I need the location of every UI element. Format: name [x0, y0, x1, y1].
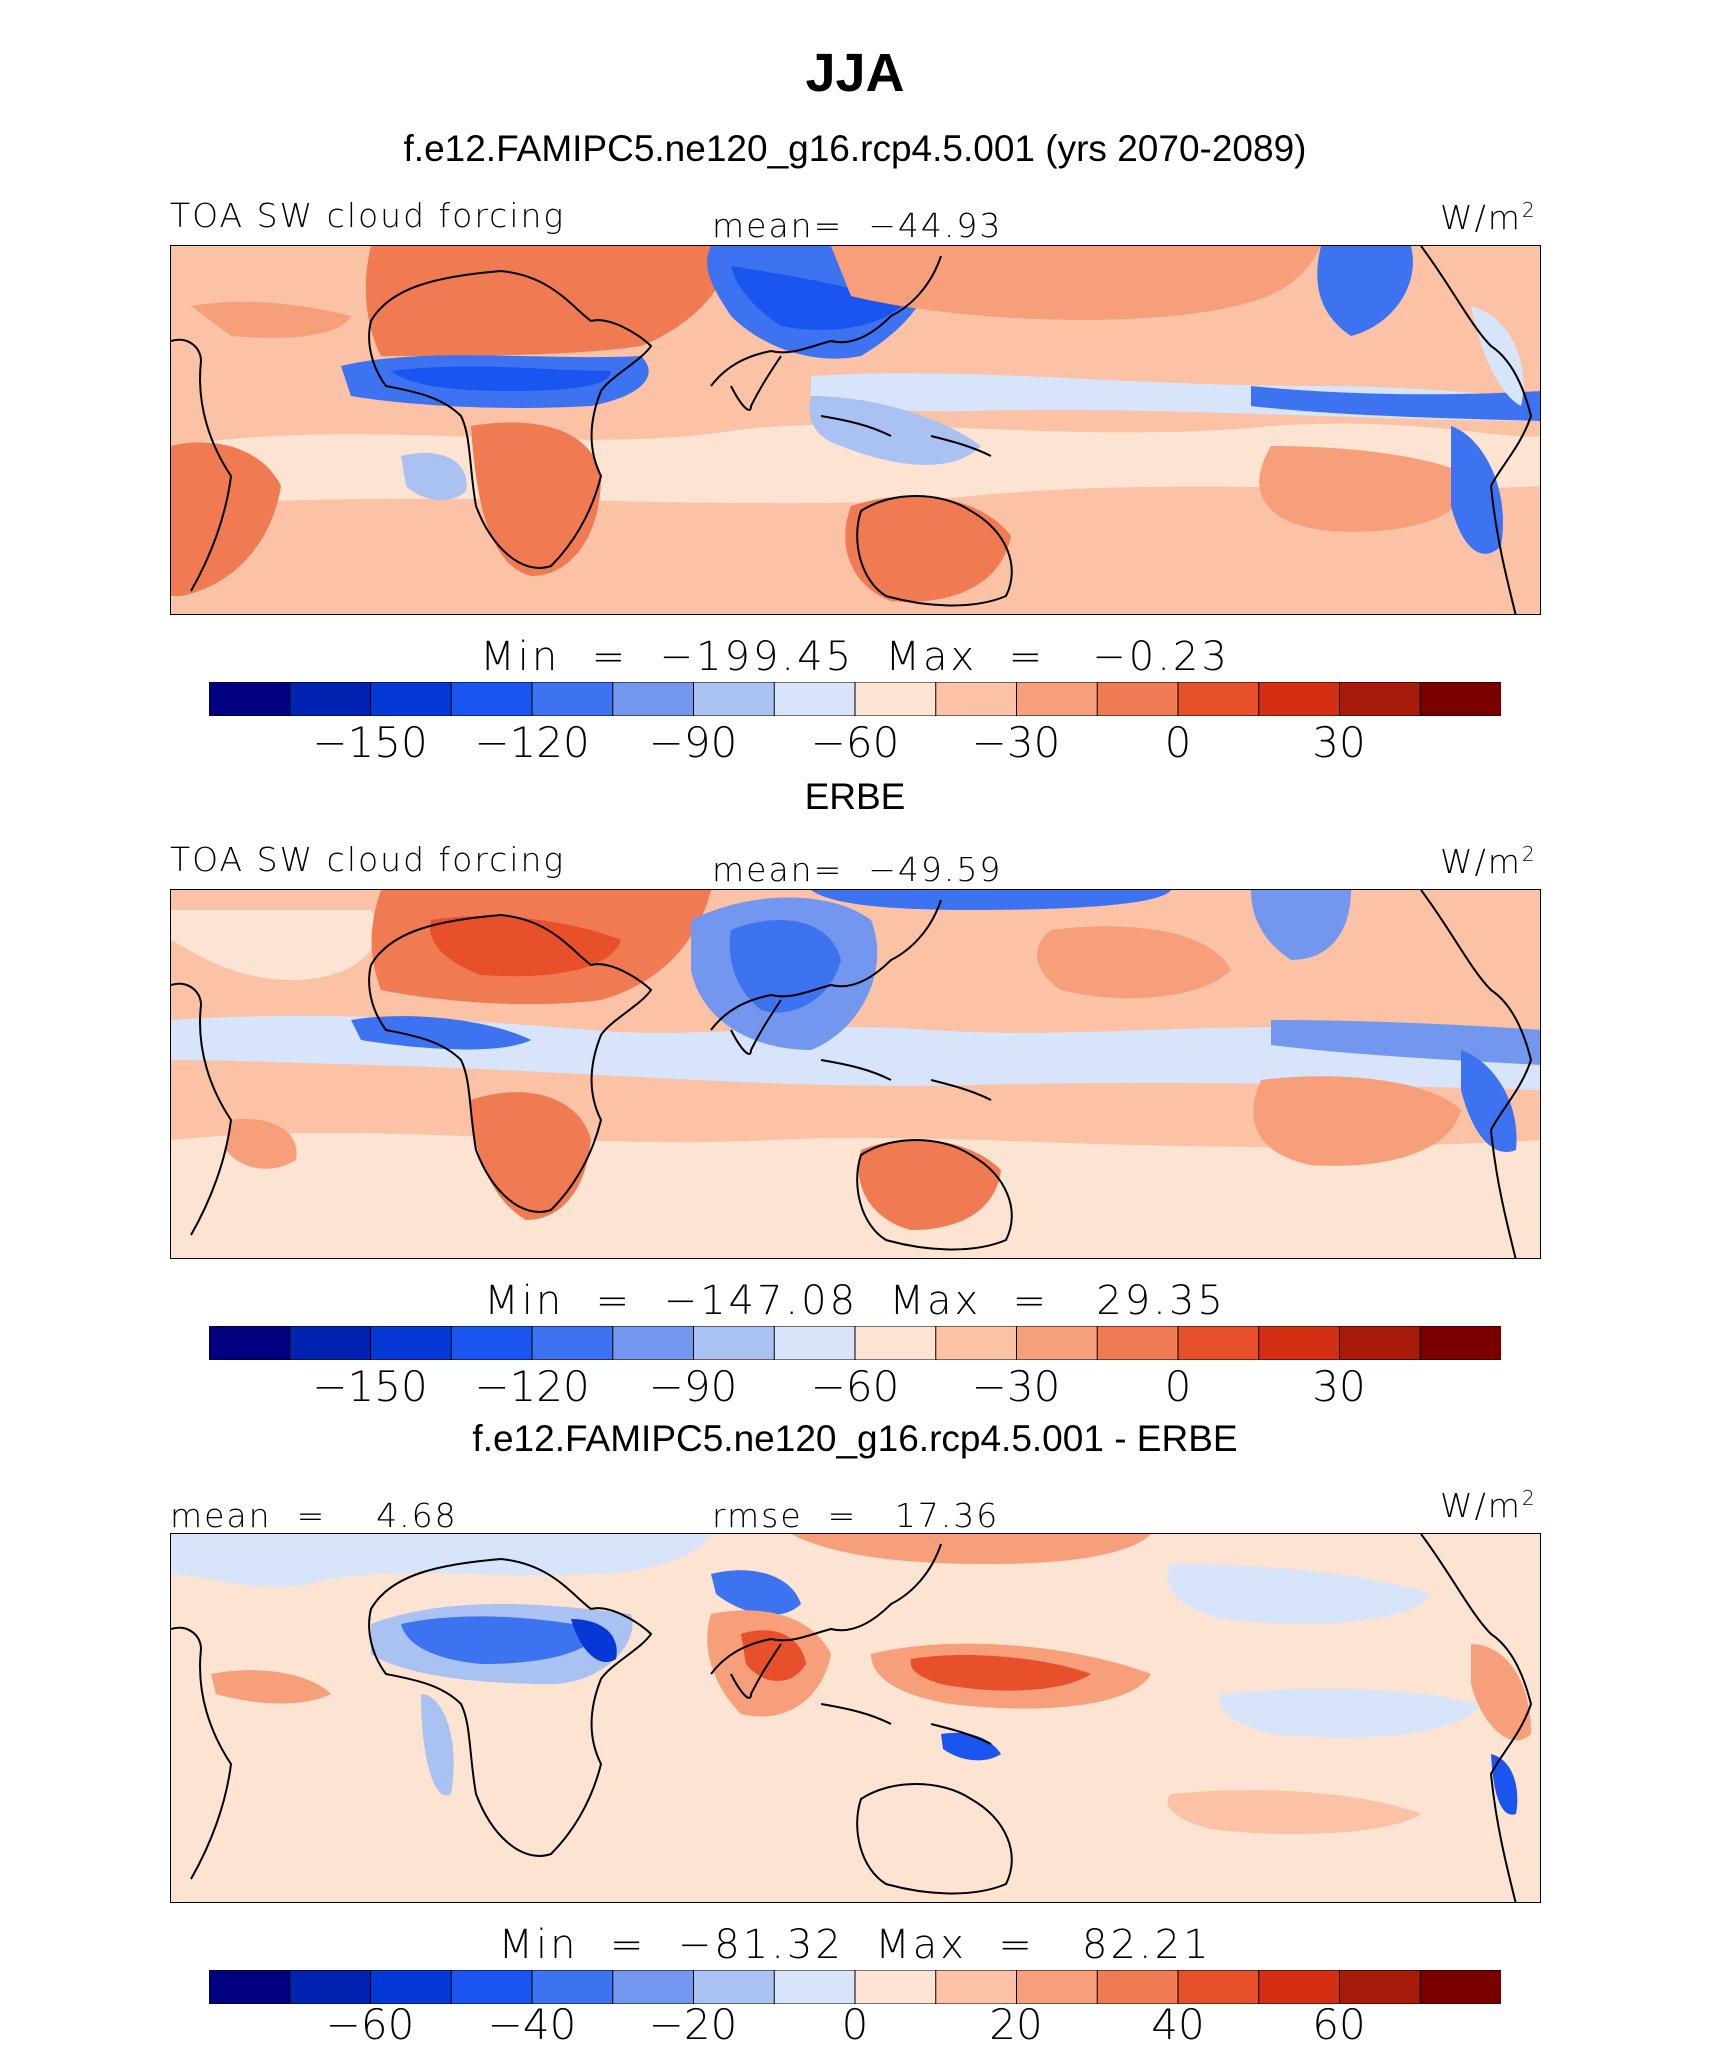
colorbar-swatch: [854, 682, 937, 716]
panel2-unit-label: W/m2: [1440, 842, 1537, 881]
subtitle: f.e12.FAMIPC5.ne120_g16.rcp4.5.001 (yrs …: [403, 128, 1307, 169]
panel1-mean-label: mean= −44.93: [712, 206, 1003, 245]
colorbar-swatch: [693, 1326, 776, 1360]
panel1-colorbar-ticks: −150 −120 −90 −60 −30 0 30: [209, 718, 1501, 768]
colorbar-swatch: [289, 1970, 372, 2004]
colorbar-swatch: [1177, 1326, 1260, 1360]
colorbar-swatch: [1419, 1326, 1501, 1360]
panel3-colorbar-ticks: −60 −40 −20 0 20 40 60: [209, 2000, 1501, 2049]
colorbar-swatch: [370, 682, 453, 716]
colorbar-swatch: [209, 682, 291, 716]
colorbar-swatch: [612, 682, 695, 716]
colorbar-swatch: [450, 1970, 533, 2004]
colorbar-swatch: [209, 1970, 291, 2004]
cbar3-tick-label: −60: [325, 2000, 415, 2049]
colorbar-swatch: [1339, 1326, 1422, 1360]
cbar1-tick-label: 0: [1164, 718, 1192, 767]
panel2-colorbar: [209, 1326, 1501, 1360]
colorbar-swatch: [935, 1970, 1018, 2004]
panel2-left-label: TOA SW cloud forcing: [170, 840, 566, 879]
colorbar-swatch: [612, 1970, 695, 2004]
cbar1-tick-label: −30: [971, 718, 1061, 767]
colorbar-swatch: [693, 682, 776, 716]
colorbar-swatch: [612, 1326, 695, 1360]
colorbar-swatch: [1258, 1970, 1341, 2004]
colorbar-swatch: [773, 1326, 856, 1360]
cbar1-tick-label: −90: [648, 718, 738, 767]
cbar3-tick-label: 60: [1312, 2000, 1366, 2049]
cbar2-tick-label: −30: [971, 1362, 1061, 1411]
panel1-map: [170, 245, 1541, 615]
panel3-colorbar: [209, 1970, 1501, 2004]
panel2-minmax: Min = −147.08 Max = 29.35: [484, 1278, 1226, 1324]
cbar1-tick-label: −150: [312, 718, 428, 767]
cbar1-tick-label: 30: [1312, 718, 1366, 767]
colorbar-swatch: [1016, 1970, 1099, 2004]
panel2-heading: ERBE: [804, 776, 906, 817]
cbar2-tick-label: −90: [648, 1362, 738, 1411]
colorbar-swatch: [370, 1326, 453, 1360]
colorbar-swatch: [1096, 1970, 1179, 2004]
colorbar-swatch: [1339, 682, 1422, 716]
cbar2-tick-label: −120: [474, 1362, 590, 1411]
panel1-minmax: Min = −199.45 Max = −0.23: [480, 634, 1230, 680]
colorbar-swatch: [289, 1326, 372, 1360]
colorbar-swatch: [1096, 1326, 1179, 1360]
cbar3-tick-label: 40: [1151, 2000, 1205, 2049]
panel3-rmse-label: rmse = 17.36: [712, 1496, 1000, 1535]
cbar2-tick-label: 0: [1164, 1362, 1192, 1411]
colorbar-swatch: [854, 1970, 937, 2004]
colorbar-swatch: [773, 682, 856, 716]
colorbar-swatch: [531, 1970, 614, 2004]
panel1-left-label: TOA SW cloud forcing: [170, 196, 566, 235]
colorbar-swatch: [531, 1326, 614, 1360]
colorbar-swatch: [1258, 682, 1341, 716]
cbar2-tick-label: −60: [810, 1362, 900, 1411]
colorbar-swatch: [1177, 1970, 1260, 2004]
colorbar-swatch: [1096, 682, 1179, 716]
colorbar-swatch: [1016, 682, 1099, 716]
cbar3-tick-label: 0: [841, 2000, 869, 2049]
colorbar-swatch: [209, 1326, 291, 1360]
cbar1-tick-label: −120: [474, 718, 590, 767]
cbar3-tick-label: −20: [648, 2000, 738, 2049]
colorbar-swatch: [450, 1326, 533, 1360]
panel1-unit-label: W/m2: [1440, 198, 1537, 237]
cbar3-tick-label: −40: [487, 2000, 577, 2049]
colorbar-swatch: [1419, 1970, 1501, 2004]
colorbar-swatch: [1258, 1326, 1341, 1360]
colorbar-swatch: [693, 1970, 776, 2004]
panel3-heading: f.e12.FAMIPC5.ne120_g16.rcp4.5.001 - ERB…: [472, 1418, 1238, 1459]
colorbar-swatch: [1339, 1970, 1422, 2004]
colorbar-swatch: [450, 682, 533, 716]
panel3-map: [170, 1533, 1541, 1903]
colorbar-swatch: [1177, 682, 1260, 716]
panel3-mean-label: mean = 4.68: [170, 1496, 458, 1535]
main-title: JJA: [805, 43, 905, 103]
colorbar-swatch: [935, 682, 1018, 716]
cbar2-tick-label: −150: [312, 1362, 428, 1411]
panel2-colorbar-ticks: −150 −120 −90 −60 −30 0 30: [209, 1362, 1501, 1412]
colorbar-swatch: [854, 1326, 937, 1360]
panel3-minmax: Min = −81.32 Max = 82.21: [498, 1922, 1212, 1968]
cbar3-tick-label: 20: [989, 2000, 1043, 2049]
panel2-mean-label: mean= −49.59: [712, 850, 1003, 889]
colorbar-swatch: [370, 1970, 453, 2004]
cbar1-tick-label: −60: [810, 718, 900, 767]
colorbar-swatch: [1016, 1326, 1099, 1360]
colorbar-swatch: [531, 682, 614, 716]
colorbar-swatch: [1419, 682, 1501, 716]
colorbar-swatch: [935, 1326, 1018, 1360]
cbar2-tick-label: 30: [1312, 1362, 1366, 1411]
panel2-map: [170, 889, 1541, 1259]
panel3-unit-label: W/m2: [1440, 1486, 1537, 1525]
colorbar-swatch: [289, 682, 372, 716]
colorbar-swatch: [773, 1970, 856, 2004]
panel1-colorbar: [209, 682, 1501, 716]
